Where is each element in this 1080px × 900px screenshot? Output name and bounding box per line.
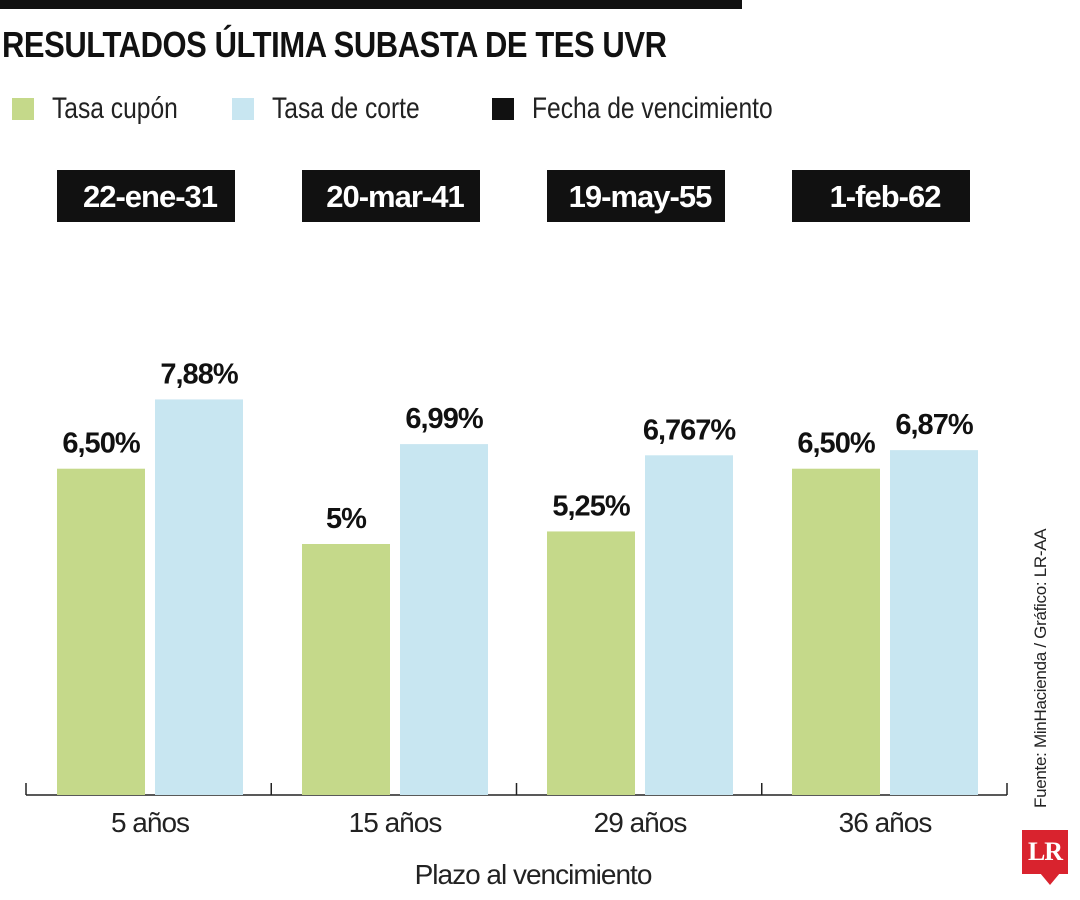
source-credit: Fuente: MinHacienda / Gráfico: LR-AA: [1031, 528, 1050, 808]
data-label-tasa-de-corte: 6,99%: [405, 403, 483, 435]
data-label-tasa-cupon: 5,25%: [552, 490, 630, 522]
lr-logo-tail: [1040, 873, 1060, 885]
bar-tasa-cupon: [302, 544, 390, 795]
x-axis-title: Plazo al vencimiento: [415, 859, 652, 890]
bar-tasa-cupon: [57, 468, 145, 795]
legend-swatch-tasa-corte: [232, 98, 254, 120]
x-tick-label: 36 años: [839, 807, 932, 838]
bar-tasa-de-corte: [890, 450, 978, 795]
data-label-tasa-cupon: 6,50%: [62, 428, 140, 460]
data-label-tasa-cupon: 6,50%: [797, 428, 875, 460]
legend-label-tasa-corte: Tasa de corte: [272, 92, 420, 125]
legend-item-tasa-corte: Tasa de corte: [232, 92, 452, 126]
maturity-date-label: 22-ene-31: [83, 179, 218, 214]
maturity-date-box: [547, 170, 725, 222]
legend-item-tasa-cupon: Tasa cupón: [12, 92, 205, 126]
maturity-date-box: [302, 170, 480, 222]
legend-swatch-tasa-cupon: [12, 98, 34, 120]
data-label-tasa-de-corte: 6,767%: [643, 414, 737, 446]
bar-tasa-cupon: [547, 531, 635, 795]
legend-item-fecha-vencimiento: Fecha de vencimiento: [492, 92, 826, 126]
x-tick-label: 5 años: [111, 807, 189, 838]
x-tick-label: 15 años: [349, 807, 442, 838]
bar-tasa-cupon: [792, 468, 880, 795]
bar-tasa-de-corte: [645, 455, 733, 795]
data-label-tasa-de-corte: 7,88%: [160, 358, 238, 390]
bar-chart: 22-ene-31 6,50% 7,88% 5 años 20-mar-41 5% 6,99…: [25, 170, 1008, 890]
legend: Tasa cupón Tasa de corte Fecha de vencim…: [0, 92, 800, 126]
maturity-date-box: [57, 170, 235, 222]
maturity-date-label: 20-mar-41: [326, 179, 464, 214]
maturity-date-label: 1-feb-62: [830, 179, 941, 214]
top-rule: [0, 0, 742, 9]
lr-logo: LR: [1022, 830, 1068, 874]
legend-label-tasa-cupon: Tasa cupón: [52, 92, 178, 125]
legend-swatch-fecha-vencimiento: [492, 98, 514, 120]
chart-title: RESULTADOS ÚLTIMA SUBASTA DE TES UVR: [2, 24, 667, 65]
legend-label-fecha-vencimiento: Fecha de vencimiento: [532, 92, 773, 125]
data-label-tasa-cupon: 5%: [326, 503, 367, 535]
data-label-tasa-de-corte: 6,87%: [895, 409, 973, 441]
bar-tasa-de-corte: [400, 444, 488, 795]
maturity-date-box: [792, 170, 970, 222]
bar-tasa-de-corte: [155, 399, 243, 795]
x-tick-label: 29 años: [594, 807, 687, 838]
maturity-date-label: 19-may-55: [569, 179, 712, 214]
